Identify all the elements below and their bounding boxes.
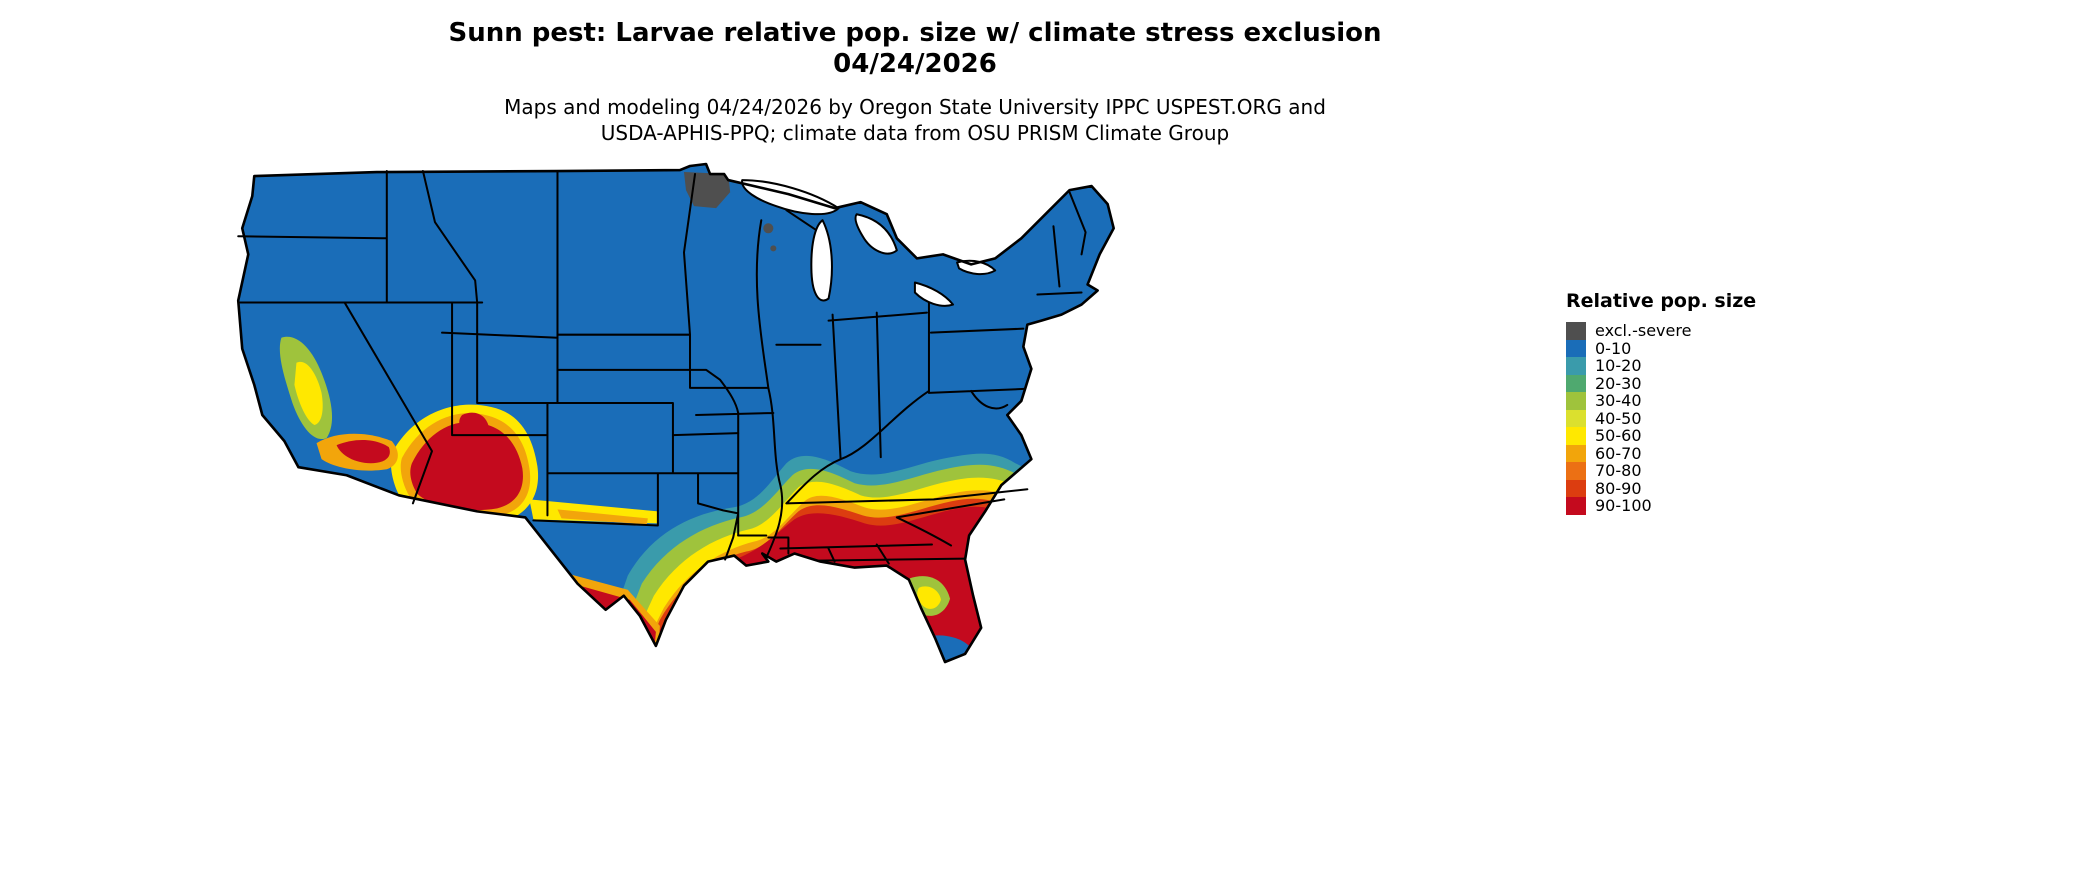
state-borders-midwest <box>556 173 928 559</box>
legend-item: 70-80 <box>1566 461 1756 481</box>
legend-item-label: excl.-severe <box>1595 321 1692 341</box>
legend-item-label: 70-80 <box>1595 461 1642 481</box>
legend-item-label: 10-20 <box>1595 356 1642 376</box>
raster-newmexico-orange <box>557 509 648 525</box>
legend-item: 60-70 <box>1566 443 1756 463</box>
legend-swatch-10-20 <box>1566 357 1586 375</box>
map-subtitle: Maps and modeling 04/24/2026 by Oregon S… <box>0 94 1830 146</box>
raster-florida-yellow-patch <box>917 586 942 609</box>
raster-socal-red <box>336 440 390 464</box>
map-subtitle-line2: USDA-APHIS-PPQ; climate data from OSU PR… <box>600 121 1230 145</box>
legend-item: 0-10 <box>1566 338 1756 358</box>
map-title: Sunn pest: Larvae relative pop. size w/ … <box>448 18 1382 48</box>
legend-swatch-20-30 <box>1566 374 1586 392</box>
map-header: Sunn pest: Larvae relative pop. size w/ … <box>0 18 1830 146</box>
legend-swatch-30-40 <box>1566 392 1586 410</box>
legend: Relative pop. size excl.-severe 0-10 10-… <box>1566 290 1756 515</box>
lake-michigan <box>810 219 833 302</box>
legend-swatch-60-70 <box>1566 444 1586 462</box>
state-borders <box>237 170 1087 565</box>
legend-swatch-50-60 <box>1566 427 1586 445</box>
map-title-date: 04/24/2026 <box>833 49 997 79</box>
legend-item-label: 40-50 <box>1595 408 1642 428</box>
legend-title: Relative pop. size <box>1566 290 1757 312</box>
legend-item: 40-50 <box>1566 408 1756 428</box>
legend-item-label: 50-60 <box>1595 426 1642 446</box>
raster-california-valley-yellow <box>294 361 323 426</box>
excluded-region-minnesota <box>683 172 731 209</box>
legend-swatch-90-100 <box>1566 497 1586 515</box>
legend-item: 90-100 <box>1566 496 1756 516</box>
raster-arizona-red <box>410 422 523 511</box>
us-map-svg <box>236 162 1115 664</box>
raster-arizona-red-north <box>459 412 490 440</box>
legend-item-label: 90-100 <box>1595 496 1652 516</box>
legend-item: 10-20 <box>1566 356 1756 376</box>
lake-erie <box>913 281 955 307</box>
lake-huron <box>854 213 898 255</box>
legend-item-label: 30-40 <box>1595 391 1642 411</box>
legend-swatch-70-80 <box>1566 462 1586 480</box>
legend-swatch-40-50 <box>1566 409 1586 427</box>
state-borders-east <box>737 191 1087 565</box>
us-map <box>226 162 1150 666</box>
legend-item: 20-30 <box>1566 373 1756 393</box>
legend-item: 80-90 <box>1566 478 1756 498</box>
excluded-speck-2 <box>770 245 777 252</box>
map-subtitle-line1: Maps and modeling 04/24/2026 by Oregon S… <box>504 95 1326 119</box>
legend-item-label: 20-30 <box>1595 373 1642 393</box>
legend-item-label: 80-90 <box>1595 478 1642 498</box>
legend-item-label: 0-10 <box>1595 338 1632 358</box>
legend-swatch-excl-severe <box>1566 322 1586 340</box>
legend-swatch-0-10 <box>1566 339 1586 357</box>
excluded-speck-1 <box>763 223 774 234</box>
state-borders-west <box>237 170 740 561</box>
legend-swatch-80-90 <box>1566 479 1586 497</box>
legend-item: 30-40 <box>1566 391 1756 411</box>
legend-item: 50-60 <box>1566 426 1756 446</box>
legend-item: excl.-severe <box>1566 321 1756 341</box>
legend-item-label: 60-70 <box>1595 443 1642 463</box>
